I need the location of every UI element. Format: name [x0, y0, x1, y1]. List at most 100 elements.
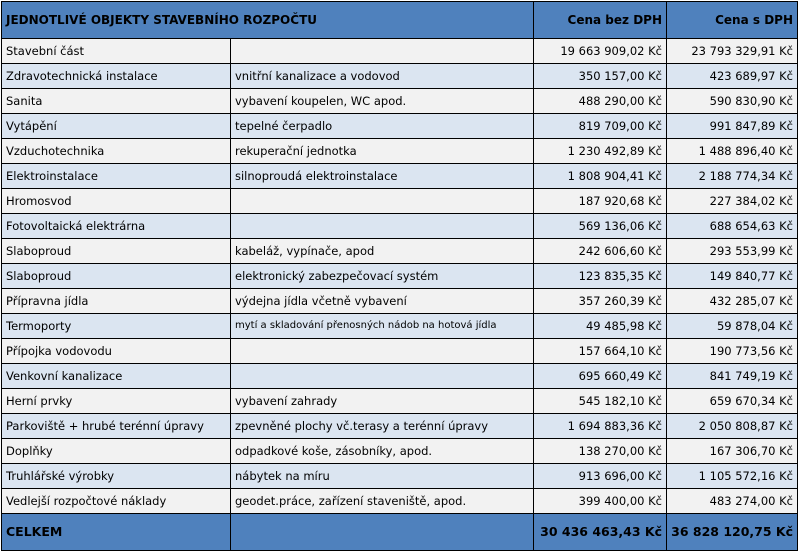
- row-price-gross: 2 188 774,34 Kč: [666, 163, 798, 189]
- table-row: Fotovoltaická elektrárna 569 136,06 Kč 688…: [1, 213, 798, 239]
- table-row: Přípojka vodovodu 157 664,10 Kč 190 773,56…: [1, 338, 798, 364]
- row-name: Hromosvod: [1, 188, 231, 214]
- table-row: Termoporty mytí a skladování přenosných n…: [1, 313, 798, 339]
- row-price-gross: 991 847,89 Kč: [666, 113, 798, 139]
- row-description: [230, 38, 534, 64]
- row-price-gross: 23 793 329,91 Kč: [666, 38, 798, 64]
- row-price-net: 1 694 883,36 Kč: [533, 413, 667, 439]
- row-name: Zdravotechnická instalace: [1, 63, 231, 89]
- row-price-net: 138 270,00 Kč: [533, 438, 667, 464]
- table-title: JEDNOTLIVÉ OBJEKTY STAVEBNÍHO ROZPOČTU: [1, 1, 534, 39]
- row-price-gross: 432 285,07 Kč: [666, 288, 798, 314]
- row-name: Venkovní kanalizace: [1, 363, 231, 389]
- row-price-net: 49 485,98 Kč: [533, 313, 667, 339]
- row-description: kabeláž, vypínače, apod: [230, 238, 534, 264]
- row-description: mytí a skladování přenosných nádob na ho…: [230, 313, 534, 339]
- row-name: Vytápění: [1, 113, 231, 139]
- row-name: Vzduchotechnika: [1, 138, 231, 164]
- row-description: geodet.práce, zařízení staveniště, apod.: [230, 488, 534, 514]
- row-name: Fotovoltaická elektrárna: [1, 213, 231, 239]
- row-price-net: 350 157,00 Kč: [533, 63, 667, 89]
- row-price-gross: 659 670,34 Kč: [666, 388, 798, 414]
- row-price-net: 157 664,10 Kč: [533, 338, 667, 364]
- row-description: nábytek na míru: [230, 463, 534, 489]
- row-name: Přípravna jídla: [1, 288, 231, 314]
- table-row: Vedlejší rozpočtové náklady geodet.práce,…: [1, 488, 798, 514]
- row-price-gross: 841 749,19 Kč: [666, 363, 798, 389]
- table-row: Vzduchotechnika rekuperační jednotka 1 230…: [1, 138, 798, 164]
- table-row: Hromosvod 187 920,68 Kč 227 384,02 Kč: [1, 188, 798, 214]
- row-description: elektronický zabezpečovací systém: [230, 263, 534, 289]
- row-description: rekuperační jednotka: [230, 138, 534, 164]
- row-price-gross: 59 878,04 Kč: [666, 313, 798, 339]
- row-price-gross: 423 689,97 Kč: [666, 63, 798, 89]
- row-description: [230, 363, 534, 389]
- table-row: Elektroinstalace silnoproudá elektroinsta…: [1, 163, 798, 189]
- row-description: [230, 188, 534, 214]
- row-price-net: 187 920,68 Kč: [533, 188, 667, 214]
- row-name: Doplňky: [1, 438, 231, 464]
- table-row: Slaboproud kabeláž, vypínače, apod 242 606…: [1, 238, 798, 264]
- row-name: Truhlářské výrobky: [1, 463, 231, 489]
- row-price-net: 242 606,60 Kč: [533, 238, 667, 264]
- row-price-gross: 227 384,02 Kč: [666, 188, 798, 214]
- row-price-gross: 483 274,00 Kč: [666, 488, 798, 514]
- row-name: Termoporty: [1, 313, 231, 339]
- row-name: Přípojka vodovodu: [1, 338, 231, 364]
- row-description: odpadkové koše, zásobníky, apod.: [230, 438, 534, 464]
- row-name: Stavební část: [1, 38, 231, 64]
- row-price-gross: 167 306,70 Kč: [666, 438, 798, 464]
- row-price-net: 1 230 492,89 Kč: [533, 138, 667, 164]
- row-description: vybavení zahrady: [230, 388, 534, 414]
- row-price-gross: 149 840,77 Kč: [666, 263, 798, 289]
- total-net: 30 436 463,43 Kč: [533, 513, 667, 551]
- table-row: Venkovní kanalizace 695 660,49 Kč 841 749,…: [1, 363, 798, 389]
- table-row: Herní prvky vybavení zahrady 545 182,10 Kč…: [1, 388, 798, 414]
- row-price-gross: 1 105 572,16 Kč: [666, 463, 798, 489]
- row-description: [230, 213, 534, 239]
- table-row: Přípravna jídla výdejna jídla včetně vyba…: [1, 288, 798, 314]
- row-name: Vedlejší rozpočtové náklady: [1, 488, 231, 514]
- row-price-net: 19 663 909,02 Kč: [533, 38, 667, 64]
- row-description: [230, 338, 534, 364]
- row-price-net: 1 808 904,41 Kč: [533, 163, 667, 189]
- table-row: Truhlářské výrobky nábytek na míru 913 696…: [1, 463, 798, 489]
- table-row: Parkoviště + hrubé terénní úpravy zpevněn…: [1, 413, 798, 439]
- row-name: Sanita: [1, 88, 231, 114]
- row-price-gross: 688 654,63 Kč: [666, 213, 798, 239]
- row-name: Parkoviště + hrubé terénní úpravy: [1, 413, 231, 439]
- table-row: Sanita vybavení koupelen, WC apod. 488 290…: [1, 88, 798, 114]
- header-row: JEDNOTLIVÉ OBJEKTY STAVEBNÍHO ROZPOČTU C…: [1, 1, 798, 39]
- row-description: vnitřní kanalizace a vodovod: [230, 63, 534, 89]
- row-description: vybavení koupelen, WC apod.: [230, 88, 534, 114]
- row-price-net: 695 660,49 Kč: [533, 363, 667, 389]
- table-row: Doplňky odpadkové koše, zásobníky, apod. 1…: [1, 438, 798, 464]
- row-description: silnoproudá elektroinstalace: [230, 163, 534, 189]
- row-name: Slaboproud: [1, 263, 231, 289]
- row-price-net: 569 136,06 Kč: [533, 213, 667, 239]
- column-header-gross: Cena s DPH: [666, 1, 798, 39]
- row-description: tepelné čerpadlo: [230, 113, 534, 139]
- budget-table: JEDNOTLIVÉ OBJEKTY STAVEBNÍHO ROZPOČTU C…: [1, 1, 798, 551]
- total-row: CELKEM 30 436 463,43 Kč 36 828 120,75 Kč: [1, 513, 798, 551]
- row-price-gross: 1 488 896,40 Kč: [666, 138, 798, 164]
- table-row: Slaboproud elektronický zabezpečovací sys…: [1, 263, 798, 289]
- table-row: Stavební část 19 663 909,02 Kč 23 793 329,…: [1, 38, 798, 64]
- row-price-net: 545 182,10 Kč: [533, 388, 667, 414]
- row-price-gross: 590 830,90 Kč: [666, 88, 798, 114]
- table-row: Zdravotechnická instalace vnitřní kanaliz…: [1, 63, 798, 89]
- table-row: Vytápění tepelné čerpadlo 819 709,00 Kč 991…: [1, 113, 798, 139]
- row-name: Herní prvky: [1, 388, 231, 414]
- row-description: výdejna jídla včetně vybavení: [230, 288, 534, 314]
- total-empty-cell: [230, 513, 534, 551]
- row-price-gross: 190 773,56 Kč: [666, 338, 798, 364]
- row-price-net: 488 290,00 Kč: [533, 88, 667, 114]
- row-price-gross: 2 050 808,87 Kč: [666, 413, 798, 439]
- row-name: Elektroinstalace: [1, 163, 231, 189]
- column-header-net: Cena bez DPH: [533, 1, 667, 39]
- row-name: Slaboproud: [1, 238, 231, 264]
- row-price-net: 357 260,39 Kč: [533, 288, 667, 314]
- total-gross: 36 828 120,75 Kč: [666, 513, 798, 551]
- row-description: zpevněné plochy vč.terasy a terénní úpra…: [230, 413, 534, 439]
- total-label: CELKEM: [1, 513, 231, 551]
